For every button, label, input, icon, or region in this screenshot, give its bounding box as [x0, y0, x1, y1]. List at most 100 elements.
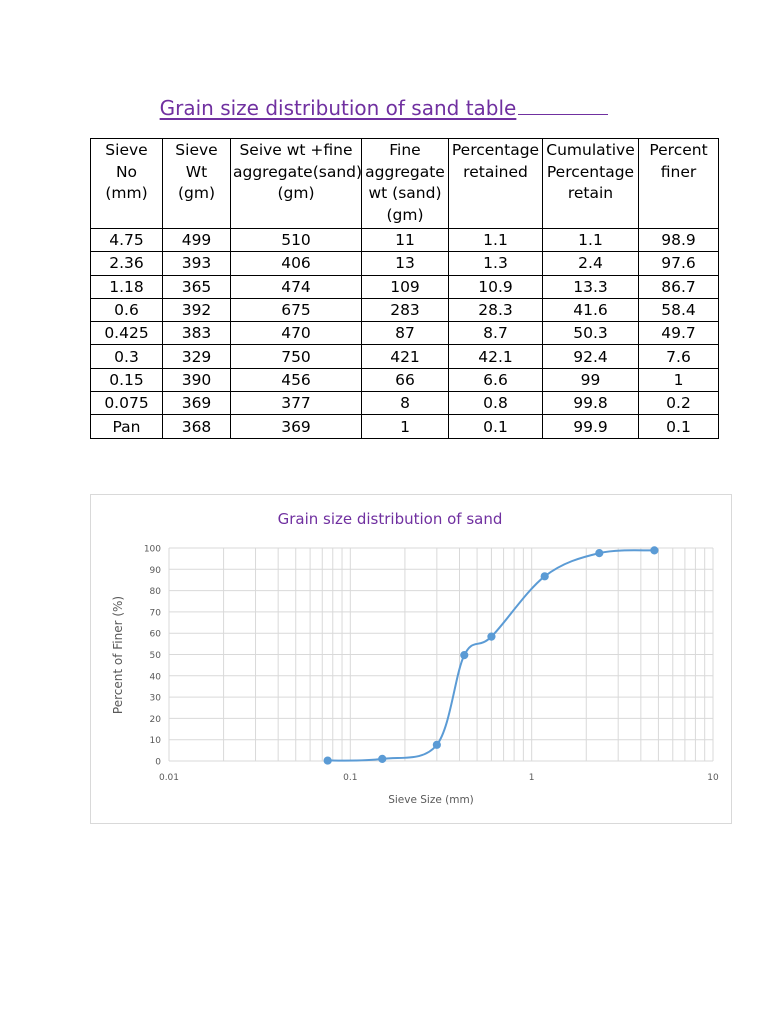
table-cell: 99.8	[542, 391, 639, 416]
column-header-line: (gm)	[177, 184, 216, 202]
table-cell: 392	[162, 297, 231, 323]
table-cell: 50.3	[542, 321, 639, 346]
table-cell: 87	[361, 321, 449, 346]
table-cell: 1.1	[448, 227, 543, 253]
table-cell: 28.3	[448, 297, 543, 323]
table-body: 4.75 499 510 11 1.1 1.1 98.9 2.36 393 406 13 1.3 2.4…	[90, 227, 719, 439]
table-cell: 1.18	[90, 274, 163, 299]
data-point	[650, 546, 659, 555]
table-cell: 42.1	[448, 344, 543, 369]
title-underline	[518, 96, 609, 115]
table-row: 0.15 390 456 66 6.6 99 1	[90, 367, 719, 393]
column-header: Percentage retained	[448, 138, 543, 229]
column-header-line: aggregate(sand)	[233, 162, 363, 181]
table-cell: 4.75	[90, 227, 163, 253]
y-tick-label: 0	[155, 758, 161, 768]
table-row: 4.75 499 510 11 1.1 1.1 98.9	[90, 227, 719, 253]
table-cell: Pan	[90, 414, 163, 439]
table-row: 0.3 329 750 421 42.1 92.4 7.6	[90, 344, 719, 369]
table-cell: 750	[230, 344, 362, 369]
x-tick-label: 1	[529, 773, 535, 783]
x-tick-label: 10	[707, 773, 719, 783]
table-cell: 675	[230, 297, 362, 323]
data-point	[460, 651, 469, 660]
chart-svg: Grain size distribution of sand 0 10 20 30 4…	[111, 510, 719, 806]
table-cell: 97.6	[638, 251, 719, 276]
table-cell: 0.1	[448, 414, 543, 439]
table-cell: 393	[162, 251, 231, 276]
table-cell: 49.7	[638, 321, 719, 346]
series-points	[323, 546, 659, 765]
table-cell: 58.4	[638, 297, 719, 323]
y-tick-label: 30	[150, 694, 162, 704]
table-cell: 13.3	[542, 274, 639, 299]
table-cell: 99.9	[542, 414, 639, 439]
column-header-line: Fine	[389, 141, 421, 159]
column-header: Percent finer	[638, 138, 719, 229]
y-tick-label: 80	[150, 587, 162, 597]
table-cell: 456	[230, 367, 362, 393]
table-cell: 66	[361, 367, 449, 393]
y-tick-label: 40	[150, 672, 162, 682]
column-header-line: Percent	[649, 141, 708, 159]
table-cell: 0.15	[90, 367, 163, 393]
table-cell: 1	[361, 414, 449, 439]
table-cell: 499	[162, 227, 231, 253]
data-point	[487, 632, 496, 641]
column-header: Seive wt +fine aggregate(sand) (gm)	[230, 138, 363, 229]
table-cell: 377	[230, 391, 362, 416]
y-tick-label: 60	[150, 630, 162, 640]
y-tick-label: 70	[150, 608, 162, 618]
grain-size-chart: Grain size distribution of sand 0 10 20 30 4…	[90, 494, 732, 824]
column-header-line: Sieve	[175, 141, 218, 159]
table-row: 0.6 392 675 283 28.3 41.6 58.4	[90, 297, 719, 323]
x-tick-label: 0.01	[159, 773, 179, 783]
table-cell: 470	[230, 321, 362, 346]
table-cell: 510	[230, 227, 362, 253]
table-cell: 2.36	[90, 251, 163, 276]
y-tick-label: 20	[150, 715, 162, 725]
column-header-line: (gm)	[386, 205, 424, 224]
table-cell: 390	[162, 367, 231, 393]
data-point	[432, 740, 441, 749]
y-tick-label: 10	[150, 736, 162, 746]
table-row: 0.075 369 377 8 0.8 99.8 0.2	[90, 391, 719, 416]
table-cell: 98.9	[638, 227, 719, 253]
data-point	[595, 549, 604, 558]
data-point	[323, 756, 332, 765]
table-cell: 1.3	[448, 251, 543, 276]
table-cell: 365	[162, 274, 231, 299]
table-cell: 368	[162, 414, 231, 439]
table-row: 0.425 383 470 87 8.7 50.3 49.7	[90, 321, 719, 346]
table-row: Pan 368 369 1 0.1 99.9 0.1	[90, 414, 719, 439]
column-header-line: Cumulative	[546, 141, 635, 159]
table-cell: 0.075	[90, 391, 163, 416]
table-cell: 92.4	[542, 344, 639, 369]
y-tick-label: 90	[150, 566, 162, 576]
x-axis-title: Sieve Size (mm)	[388, 794, 474, 806]
data-point	[540, 572, 549, 581]
table-cell: 0.6	[90, 297, 163, 323]
table-cell: 329	[162, 344, 231, 369]
table-cell: 99	[542, 367, 639, 393]
column-header-line: No	[115, 162, 138, 181]
table-cell: 0.2	[638, 391, 719, 416]
sieve-analysis-table: Sieve No (mm) Sieve Wt (gm) Seive wt +fine aggr…	[90, 138, 719, 439]
table-row: 2.36 393 406 13 1.3 2.4 97.6	[90, 251, 719, 276]
table-cell: 11	[361, 227, 449, 253]
table-cell: 0.425	[90, 321, 163, 346]
y-tick-label: 100	[144, 545, 161, 555]
column-header: Fine aggregate wt (sand) (gm)	[361, 138, 449, 229]
table-cell: 0.8	[448, 391, 543, 416]
data-point	[378, 754, 387, 763]
column-header-line: retain	[567, 184, 614, 202]
y-tick-label: 50	[150, 651, 162, 661]
y-axis-title: Percent of Finer (%)	[111, 596, 125, 714]
table-cell: 86.7	[638, 274, 719, 299]
table-cell: 109	[361, 274, 449, 299]
column-header-line: Wt	[185, 162, 208, 181]
table-cell: 2.4	[542, 251, 639, 276]
table-cell: 283	[361, 297, 449, 323]
table-cell: 10.9	[448, 274, 543, 299]
table-cell: 474	[230, 274, 362, 299]
